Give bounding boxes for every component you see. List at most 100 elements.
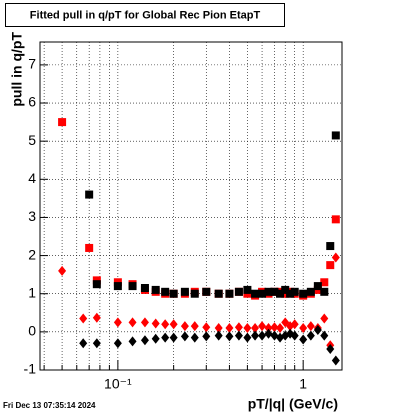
square-marker bbox=[281, 285, 290, 294]
diamond-marker bbox=[270, 322, 279, 333]
y-tick-label: 2 bbox=[28, 246, 36, 262]
diamond-marker bbox=[326, 344, 335, 355]
timestamp: Fri Dec 13 07:35:14 2024 bbox=[3, 401, 96, 410]
square-marker bbox=[326, 261, 335, 270]
diamond-marker bbox=[313, 324, 322, 335]
square-marker bbox=[58, 118, 67, 127]
square-marker bbox=[214, 289, 223, 298]
y-axis-label: pull in q/pT bbox=[9, 32, 25, 107]
diamond-marker bbox=[258, 321, 267, 332]
diamond-marker bbox=[128, 317, 137, 328]
square-marker bbox=[234, 287, 243, 296]
y-tick-label: 6 bbox=[28, 94, 36, 110]
diamond-marker bbox=[180, 331, 189, 342]
y-tick-label: -1 bbox=[24, 361, 37, 377]
square-marker bbox=[320, 287, 329, 296]
diamond-marker bbox=[190, 321, 199, 332]
diamond-marker bbox=[306, 330, 315, 341]
square-marker bbox=[276, 289, 285, 298]
diamond-marker bbox=[331, 252, 340, 263]
square-marker bbox=[180, 287, 189, 296]
diamond-marker bbox=[161, 319, 170, 330]
diamond-marker bbox=[113, 338, 122, 349]
square-marker bbox=[190, 289, 199, 298]
diamond-marker bbox=[258, 330, 267, 341]
diamond-marker bbox=[169, 319, 178, 330]
diamond-marker bbox=[234, 330, 243, 341]
diamond-marker bbox=[331, 355, 340, 366]
square-marker bbox=[85, 243, 94, 252]
square-marker bbox=[169, 289, 178, 298]
y-tick-label: 7 bbox=[28, 56, 36, 72]
diamond-marker bbox=[299, 334, 308, 345]
diamond-marker bbox=[128, 336, 137, 347]
y-tick-label: 0 bbox=[28, 323, 36, 339]
diamond-marker bbox=[251, 330, 260, 341]
square-marker bbox=[161, 287, 170, 296]
square-marker bbox=[290, 287, 299, 296]
square-marker bbox=[286, 289, 295, 298]
diamond-marker bbox=[202, 331, 211, 342]
diamond-marker bbox=[251, 323, 260, 334]
square-marker bbox=[140, 284, 149, 292]
diamond-marker bbox=[140, 335, 149, 346]
diamond-marker bbox=[320, 313, 329, 324]
diamond-marker bbox=[290, 319, 299, 330]
x-tick-label: 1 bbox=[299, 376, 307, 392]
square-marker bbox=[85, 190, 94, 199]
diamond-marker bbox=[276, 323, 285, 334]
square-marker bbox=[202, 287, 211, 296]
square-marker bbox=[92, 280, 101, 289]
diamond-marker bbox=[306, 321, 315, 332]
diamond-marker bbox=[264, 328, 273, 339]
plot-frame bbox=[39, 41, 343, 371]
diamond-marker bbox=[79, 338, 88, 349]
square-marker bbox=[270, 287, 279, 296]
diamond-marker bbox=[151, 318, 160, 329]
diamond-marker bbox=[161, 332, 170, 343]
diamond-marker bbox=[320, 330, 329, 341]
diamond-marker bbox=[151, 333, 160, 344]
diamond-marker bbox=[190, 332, 199, 343]
square-marker bbox=[320, 278, 329, 287]
x-axis-label: pT/|q| (GeV/c) bbox=[248, 396, 338, 412]
square-marker bbox=[128, 282, 137, 291]
square-marker bbox=[243, 285, 252, 294]
diamond-marker bbox=[270, 330, 279, 341]
diamond-marker bbox=[243, 323, 252, 334]
square-marker bbox=[299, 289, 308, 298]
square-marker bbox=[251, 289, 260, 298]
diamond-marker bbox=[92, 312, 101, 323]
y-tick-label: 3 bbox=[28, 208, 36, 224]
plot-area: -1 0 1 2 3 4 5 6 7 10⁻¹ 1 bbox=[24, 41, 343, 392]
diamond-marker bbox=[140, 317, 149, 328]
diamond-marker bbox=[214, 330, 223, 341]
diamond-marker bbox=[113, 317, 122, 328]
diamond-marker bbox=[79, 313, 88, 324]
diamond-marker bbox=[202, 322, 211, 333]
square-marker bbox=[225, 289, 234, 298]
square-marker bbox=[313, 282, 322, 291]
square-marker bbox=[258, 289, 267, 298]
diamond-marker bbox=[169, 332, 178, 343]
square-marker bbox=[264, 287, 273, 296]
diamond-marker bbox=[92, 338, 101, 349]
diamond-marker bbox=[214, 323, 223, 334]
diamond-marker bbox=[299, 323, 308, 334]
chart-title: Fitted pull in q/pT for Global Rec Pion … bbox=[30, 9, 261, 21]
diamond-marker bbox=[180, 321, 189, 332]
y-tick-label: 1 bbox=[28, 284, 36, 300]
diamond-marker bbox=[225, 323, 234, 334]
square-marker bbox=[326, 242, 335, 251]
diamond-marker bbox=[290, 330, 299, 341]
diamond-marker bbox=[243, 332, 252, 343]
square-marker bbox=[331, 215, 340, 224]
y-tick-label: 5 bbox=[28, 132, 36, 148]
diamond-marker bbox=[225, 331, 234, 342]
diamond-marker bbox=[234, 322, 243, 333]
diamond-marker bbox=[58, 265, 67, 276]
x-tick-label: 10⁻¹ bbox=[104, 376, 132, 392]
square-marker bbox=[113, 282, 122, 291]
square-marker bbox=[331, 131, 340, 140]
